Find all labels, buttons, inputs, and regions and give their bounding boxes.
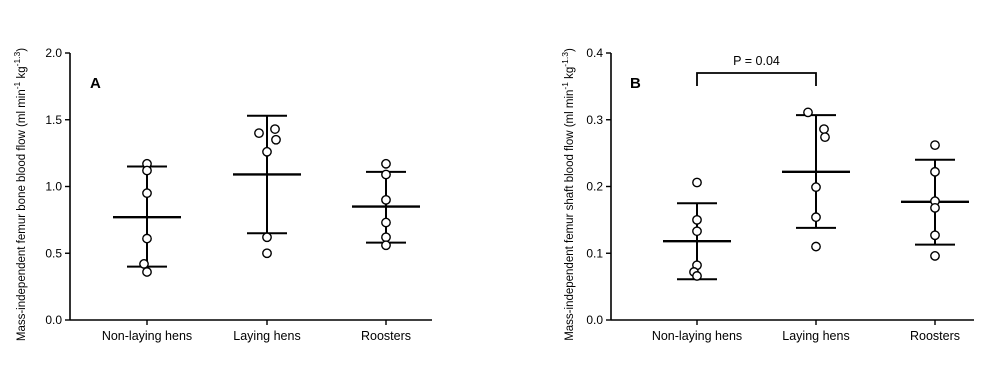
data-point bbox=[262, 232, 272, 243]
p-value-annotation: P = 0.04 bbox=[733, 54, 780, 68]
data-point bbox=[930, 166, 940, 177]
data-point bbox=[142, 233, 152, 244]
data-point bbox=[254, 128, 264, 139]
data-point bbox=[381, 194, 391, 205]
data-point bbox=[803, 107, 813, 118]
data-point bbox=[142, 188, 152, 199]
data-point bbox=[142, 165, 152, 176]
data-point bbox=[692, 226, 702, 237]
data-point bbox=[819, 124, 829, 134]
y-tick-label: 0.0 bbox=[45, 313, 62, 327]
data-point bbox=[381, 158, 391, 169]
y-tick-label: 2.0 bbox=[45, 46, 62, 60]
data-point bbox=[930, 251, 940, 261]
data-point bbox=[142, 267, 152, 277]
x-category-label: Roosters bbox=[361, 329, 411, 343]
data-point bbox=[381, 240, 391, 251]
y-tick-label: 0.4 bbox=[586, 46, 603, 60]
panel-letter: B bbox=[630, 75, 641, 92]
data-point bbox=[692, 214, 702, 225]
y-tick-label: 0.2 bbox=[586, 180, 603, 194]
data-point bbox=[262, 146, 272, 157]
data-point bbox=[811, 182, 821, 193]
data-point bbox=[811, 241, 821, 252]
y-tick-label: 0.5 bbox=[45, 246, 62, 260]
data-point bbox=[381, 169, 391, 180]
data-point bbox=[381, 217, 391, 228]
data-point bbox=[692, 177, 702, 188]
y-axis-label: Mass-independent femur bone blood flow (… bbox=[12, 48, 28, 341]
data-point bbox=[930, 202, 940, 213]
y-tick-label: 0.3 bbox=[586, 113, 603, 127]
data-point bbox=[270, 124, 280, 134]
data-point bbox=[381, 232, 391, 243]
y-tick-label: 1.0 bbox=[45, 180, 62, 194]
panel-a: 0.0 0.5 1.0 1.5 2.0 Non-laying hens Laying hen… bbox=[12, 46, 432, 343]
x-category-label: Laying hens bbox=[782, 329, 849, 343]
data-point bbox=[139, 259, 149, 269]
data-point bbox=[930, 140, 940, 151]
data-point bbox=[692, 271, 702, 281]
data-point bbox=[820, 132, 830, 143]
y-tick-label: 0.0 bbox=[586, 313, 603, 327]
data-point bbox=[262, 248, 272, 259]
data-point bbox=[271, 134, 281, 145]
y-tick-label: 0.1 bbox=[586, 246, 603, 260]
data-point bbox=[930, 230, 940, 241]
y-axis-label: Mass-independent femur shaft blood flow … bbox=[560, 48, 576, 341]
x-category-label: Laying hens bbox=[233, 329, 300, 343]
data-point bbox=[811, 212, 821, 223]
panel-b: 0.0 0.1 0.2 0.3 0.4 Non-laying hens Laying hen… bbox=[560, 46, 974, 343]
x-category-label: Non-laying hens bbox=[652, 329, 742, 343]
significance-bracket bbox=[696, 72, 817, 87]
panel-letter: A bbox=[90, 75, 101, 92]
x-category-label: Roosters bbox=[910, 329, 960, 343]
y-tick-label: 1.5 bbox=[45, 113, 62, 127]
x-category-label: Non-laying hens bbox=[102, 329, 192, 343]
